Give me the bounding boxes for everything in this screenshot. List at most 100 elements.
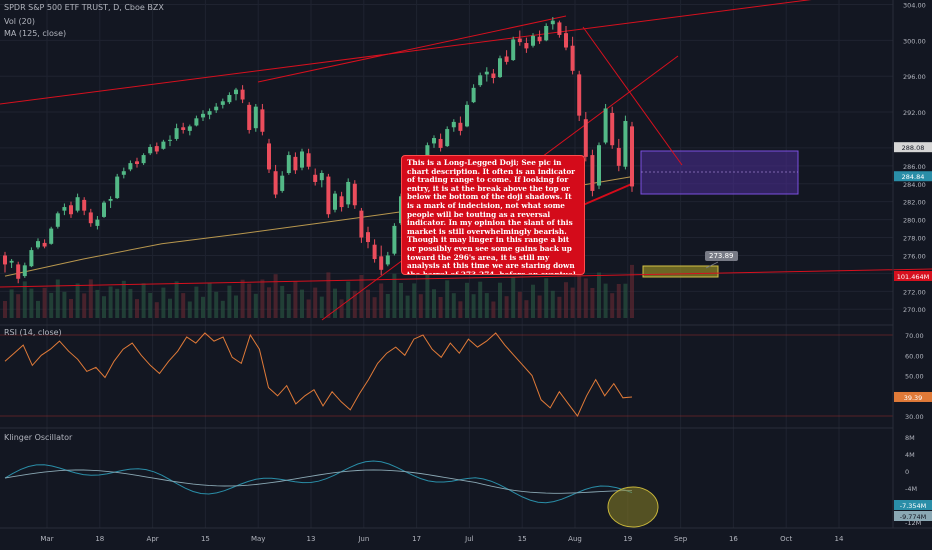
axis-badges: 288.08 284.84 101.464M 39.39 -7.354M -9.774M [894,142,932,521]
volume-bar [504,296,509,318]
volume-bar [161,287,166,318]
candle-body [531,35,535,46]
candle-body [372,244,377,260]
axis-badge [894,171,932,182]
price-label[interactable]: 273.89 [705,251,738,261]
time-tick-label: 17 [412,535,421,543]
candle-body [597,145,601,186]
axis-badge [894,271,932,281]
volume-bar [128,288,133,318]
volume-legend: Vol (20) [4,17,35,26]
candle-body [498,58,502,78]
candle-body [260,109,265,132]
candle-body [49,228,54,244]
volume-bar [69,299,73,318]
candle-body [603,108,608,143]
candle-body [319,172,324,181]
klinger-tick-label: -12M [905,519,921,527]
volume-bar [102,296,106,318]
volume-bar [174,281,179,318]
candle-body [22,265,27,277]
volume-bar [333,288,337,318]
candle-body [201,113,205,118]
volume-bar [135,299,139,318]
candle-body [234,89,238,95]
candle-body [366,232,370,243]
time-tick-label: 16 [729,535,738,543]
candle-body [326,176,331,215]
volume-bar [418,294,423,318]
volume-bar [366,289,370,318]
highlight-ellipse[interactable] [607,486,659,528]
rsi-tick-label: 60.00 [905,352,924,360]
candle-body [478,75,483,86]
annotation-note[interactable]: This is a Long-Legged Doji; See pic in c… [401,155,585,275]
range-box[interactable] [640,150,799,195]
volume-bar [531,284,535,318]
rsi-tick-label: 50.00 [905,373,924,381]
candle-body [62,207,67,211]
support-trendline[interactable] [0,268,932,288]
candle-body [187,126,192,131]
candle-body [3,255,7,265]
volume-bar [603,283,608,318]
rsi-tick-label: 30.00 [905,413,924,421]
candle-body [583,119,588,157]
candle-body [55,213,60,227]
time-tick-label: Jun [357,535,369,543]
volume-bar [108,286,113,318]
volume-bar [247,283,252,318]
candle-body [181,127,186,130]
candle-body [141,155,146,164]
volume-bar [339,299,344,318]
candle-body [616,147,621,166]
volume-bar [524,300,529,318]
volume-bar [537,295,542,318]
volume-bar [207,282,212,318]
candle-body [333,193,337,210]
price-tick-label: 276.00 [903,252,926,260]
volume-bar [280,285,285,318]
volume-bar [62,291,67,318]
resistance-trendline[interactable] [257,15,567,83]
candle-body [280,175,285,191]
volume-bar [141,283,146,318]
candle-body [570,45,575,71]
klinger-pane [0,427,893,528]
volume-bar [42,287,47,318]
candle-body [484,71,489,75]
upper-trendline[interactable] [0,0,932,105]
volume-bar [201,296,205,318]
volume-bar [372,297,377,318]
candle-body [306,153,311,167]
time-tick-label: 13 [307,535,316,543]
volume-bar [630,264,634,318]
volume-bar [557,296,562,318]
axis-badge-label: 39.39 [904,394,923,402]
falling-trendline[interactable] [582,26,683,166]
klinger-tick-label: 8M [905,434,915,442]
target-box[interactable] [642,265,719,278]
candle-body [630,126,634,187]
volume-bar [326,272,331,318]
candle-body [115,176,120,199]
axis-badge [894,511,932,521]
candle-body [339,196,344,208]
price-tick-label: 300.00 [903,37,926,45]
volume-bar [300,289,304,318]
volume-bar [220,300,225,318]
candle-body [458,122,463,131]
volume-bar [121,280,126,318]
volume-bar [95,289,100,318]
candle-body [544,25,549,41]
rsi-tick-label: 70.00 [905,332,924,340]
volume-bars [3,264,634,318]
volume-bar [82,293,87,318]
candle-body [36,241,40,248]
candle-body [220,101,225,105]
candle-body [75,197,80,211]
candle-body [148,147,153,154]
candle-body [154,146,159,152]
